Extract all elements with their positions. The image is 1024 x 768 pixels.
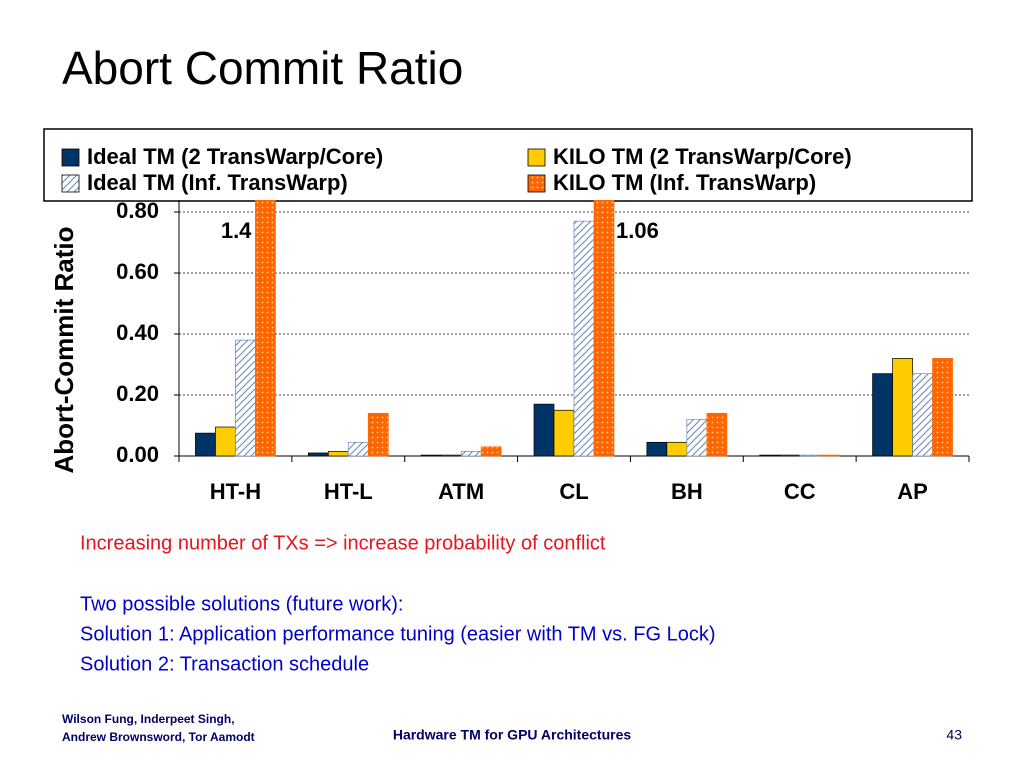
bar xyxy=(932,358,953,457)
legend-label: Ideal TM (2 TransWarp/Core) xyxy=(87,144,383,169)
bar xyxy=(593,200,615,457)
y-tick-label: 0.60 xyxy=(116,259,159,284)
bar xyxy=(573,220,595,457)
bars xyxy=(195,200,953,457)
legend-swatch xyxy=(61,148,80,167)
bar xyxy=(420,454,442,457)
slide-title: Abort Commit Ratio xyxy=(62,42,463,94)
footer-title: Hardware TM for GPU Architectures xyxy=(393,727,632,743)
bar xyxy=(480,446,502,457)
y-tick-label: 0.80 xyxy=(116,198,159,223)
note: Solution 2: Transaction schedule xyxy=(80,653,369,675)
bar xyxy=(347,441,369,457)
legend-label: KILO TM (Inf. TransWarp) xyxy=(553,170,816,195)
bar xyxy=(779,454,801,457)
bar xyxy=(892,358,913,457)
note: Two possible solutions (future work): xyxy=(80,593,403,615)
value-label: 1.06 xyxy=(616,218,659,243)
legend-swatch xyxy=(527,148,546,167)
footer-authors: Andrew Brownsword, Tor Aamodt xyxy=(62,730,255,744)
bar xyxy=(759,454,781,457)
legend-label: Ideal TM (Inf. TransWarp) xyxy=(87,170,348,195)
bar xyxy=(195,432,216,457)
value-label: 1.4 xyxy=(221,218,252,243)
y-axis-label: Abort-Commit Ratio xyxy=(49,227,79,474)
bar xyxy=(255,200,276,457)
legend-label: KILO TM (2 TransWarp/Core) xyxy=(553,144,852,169)
bar xyxy=(646,441,668,457)
bar xyxy=(307,452,329,457)
note: Increasing number of TXs => increase pro… xyxy=(80,532,606,554)
bar xyxy=(215,426,236,457)
y-tick-label: 0.20 xyxy=(116,381,159,406)
note: Solution 1: Application performance tuni… xyxy=(80,623,715,645)
y-tick-label: 0.40 xyxy=(116,320,159,345)
x-tick-label: AP xyxy=(897,479,928,504)
legend-swatch xyxy=(527,174,546,193)
x-tick-label: HT-H xyxy=(210,479,261,504)
bar xyxy=(706,412,728,457)
bar xyxy=(533,403,555,457)
bar xyxy=(819,454,841,457)
x-tick-label: CC xyxy=(784,479,816,504)
bar xyxy=(460,451,482,457)
bar xyxy=(666,441,688,457)
legend-box xyxy=(43,128,973,202)
bar xyxy=(553,409,575,457)
legend-swatch xyxy=(61,174,80,193)
y-tick-label: 0.00 xyxy=(116,442,159,467)
bar xyxy=(686,419,708,457)
bar xyxy=(367,412,389,457)
footer-authors: Wilson Fung, Inderpeet Singh, xyxy=(62,712,235,726)
x-tick-label: CL xyxy=(559,479,588,504)
bar xyxy=(327,451,349,457)
x-tick-label: BH xyxy=(671,479,703,504)
x-tick-label: ATM xyxy=(438,479,484,504)
bar xyxy=(799,454,821,457)
x-tick-label: HT-L xyxy=(324,479,373,504)
page-number: 43 xyxy=(946,727,962,743)
bar xyxy=(235,339,256,457)
bar xyxy=(872,373,893,457)
bar xyxy=(912,373,933,457)
bar xyxy=(440,454,462,457)
